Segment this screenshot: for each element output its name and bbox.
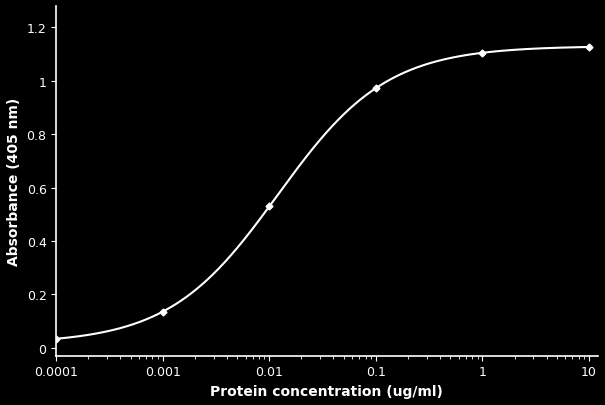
Y-axis label: Absorbance (405 nm): Absorbance (405 nm) <box>7 98 21 265</box>
X-axis label: Protein concentration (ug/ml): Protein concentration (ug/ml) <box>211 384 443 398</box>
